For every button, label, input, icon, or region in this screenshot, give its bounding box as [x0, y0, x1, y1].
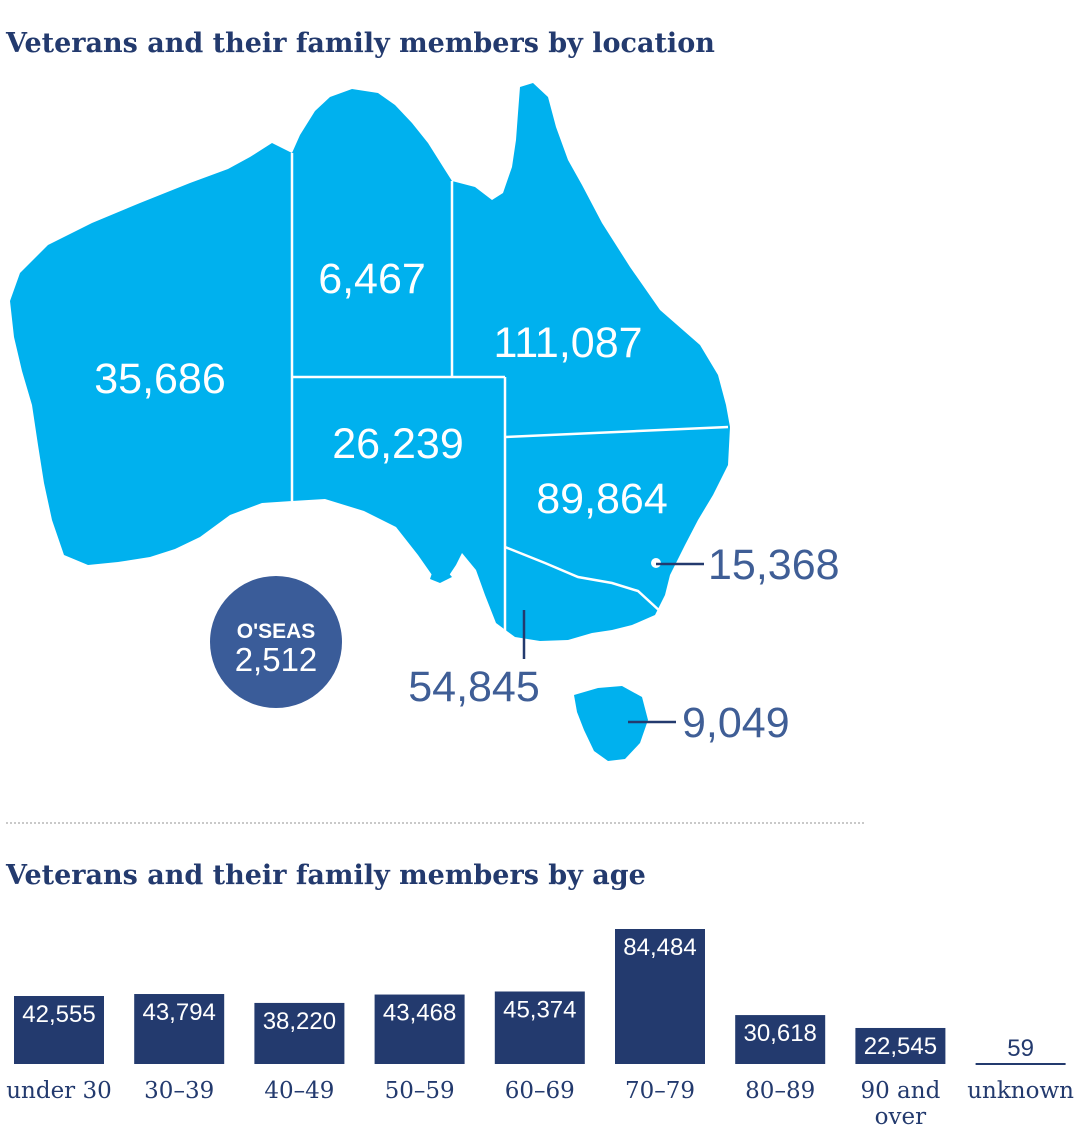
bar-value-label-3: 43,468: [383, 1000, 456, 1027]
bar-7: [855, 1027, 946, 1064]
category-label-1: 30–39: [144, 1078, 214, 1104]
bar-value-label-2: 38,220: [263, 1008, 336, 1035]
region-label-vic: 54,845: [408, 663, 540, 711]
age-chart-title: Veterans and their family members by age: [6, 860, 646, 891]
bar-3: [374, 994, 465, 1064]
bar-value-label-0: 42,555: [22, 1001, 95, 1028]
category-label-6: 80–89: [745, 1078, 815, 1104]
bar-0: [14, 995, 104, 1064]
category-label-4: 60–69: [505, 1078, 575, 1104]
region-label-nt: 6,467: [318, 255, 426, 303]
bar-5: [615, 929, 705, 1064]
category-label-7: 90 and over: [860, 1078, 940, 1130]
category-label-2: 40–49: [264, 1078, 334, 1104]
bar-1: [134, 994, 225, 1064]
category-label-3: 50–59: [385, 1078, 455, 1104]
australia-map: 35,686 6,467 111,087 26,239 89,864 15,36…: [10, 83, 840, 761]
bar-4: [494, 991, 585, 1064]
region-label-nsw: 89,864: [536, 475, 668, 523]
region-label-tas: 9,049: [682, 699, 790, 747]
region-label-wa: 35,686: [94, 355, 226, 403]
map-title: Veterans and their family members by loc…: [6, 28, 715, 59]
bar-value-label-8: 59: [1007, 1035, 1034, 1062]
category-label-0: under 30: [6, 1078, 112, 1104]
bar-2: [254, 1002, 345, 1064]
region-label-sa: 26,239: [332, 420, 464, 468]
age-bar-chart: 42,555 under 30 43,794 30–39 38,220 40–49 43,4…: [6, 929, 1074, 1130]
overseas-value: 2,512: [235, 641, 318, 678]
category-label-5: 70–79: [625, 1078, 695, 1104]
section-divider: [6, 822, 864, 824]
bar-value-label-7: 22,545: [864, 1033, 937, 1060]
region-labels: 35,686 6,467 111,087 26,239 89,864: [94, 255, 668, 523]
bar-6: [735, 1015, 826, 1064]
australia-landmass: [10, 83, 730, 761]
overseas-badge: O'SEAS 2,512: [210, 576, 342, 708]
bar-value-label-1: 43,794: [142, 999, 215, 1026]
region-label-act: 15,368: [708, 541, 840, 589]
bar-value-label-5: 84,484: [623, 934, 696, 961]
bar-value-label-4: 45,374: [503, 996, 576, 1023]
region-label-qld: 111,087: [493, 319, 642, 367]
callouts: 15,368 54,845 9,049: [408, 541, 839, 747]
overseas-label: O'SEAS: [237, 620, 316, 643]
category-label-8: unknown: [967, 1078, 1074, 1104]
bar-value-label-6: 30,618: [743, 1020, 816, 1047]
